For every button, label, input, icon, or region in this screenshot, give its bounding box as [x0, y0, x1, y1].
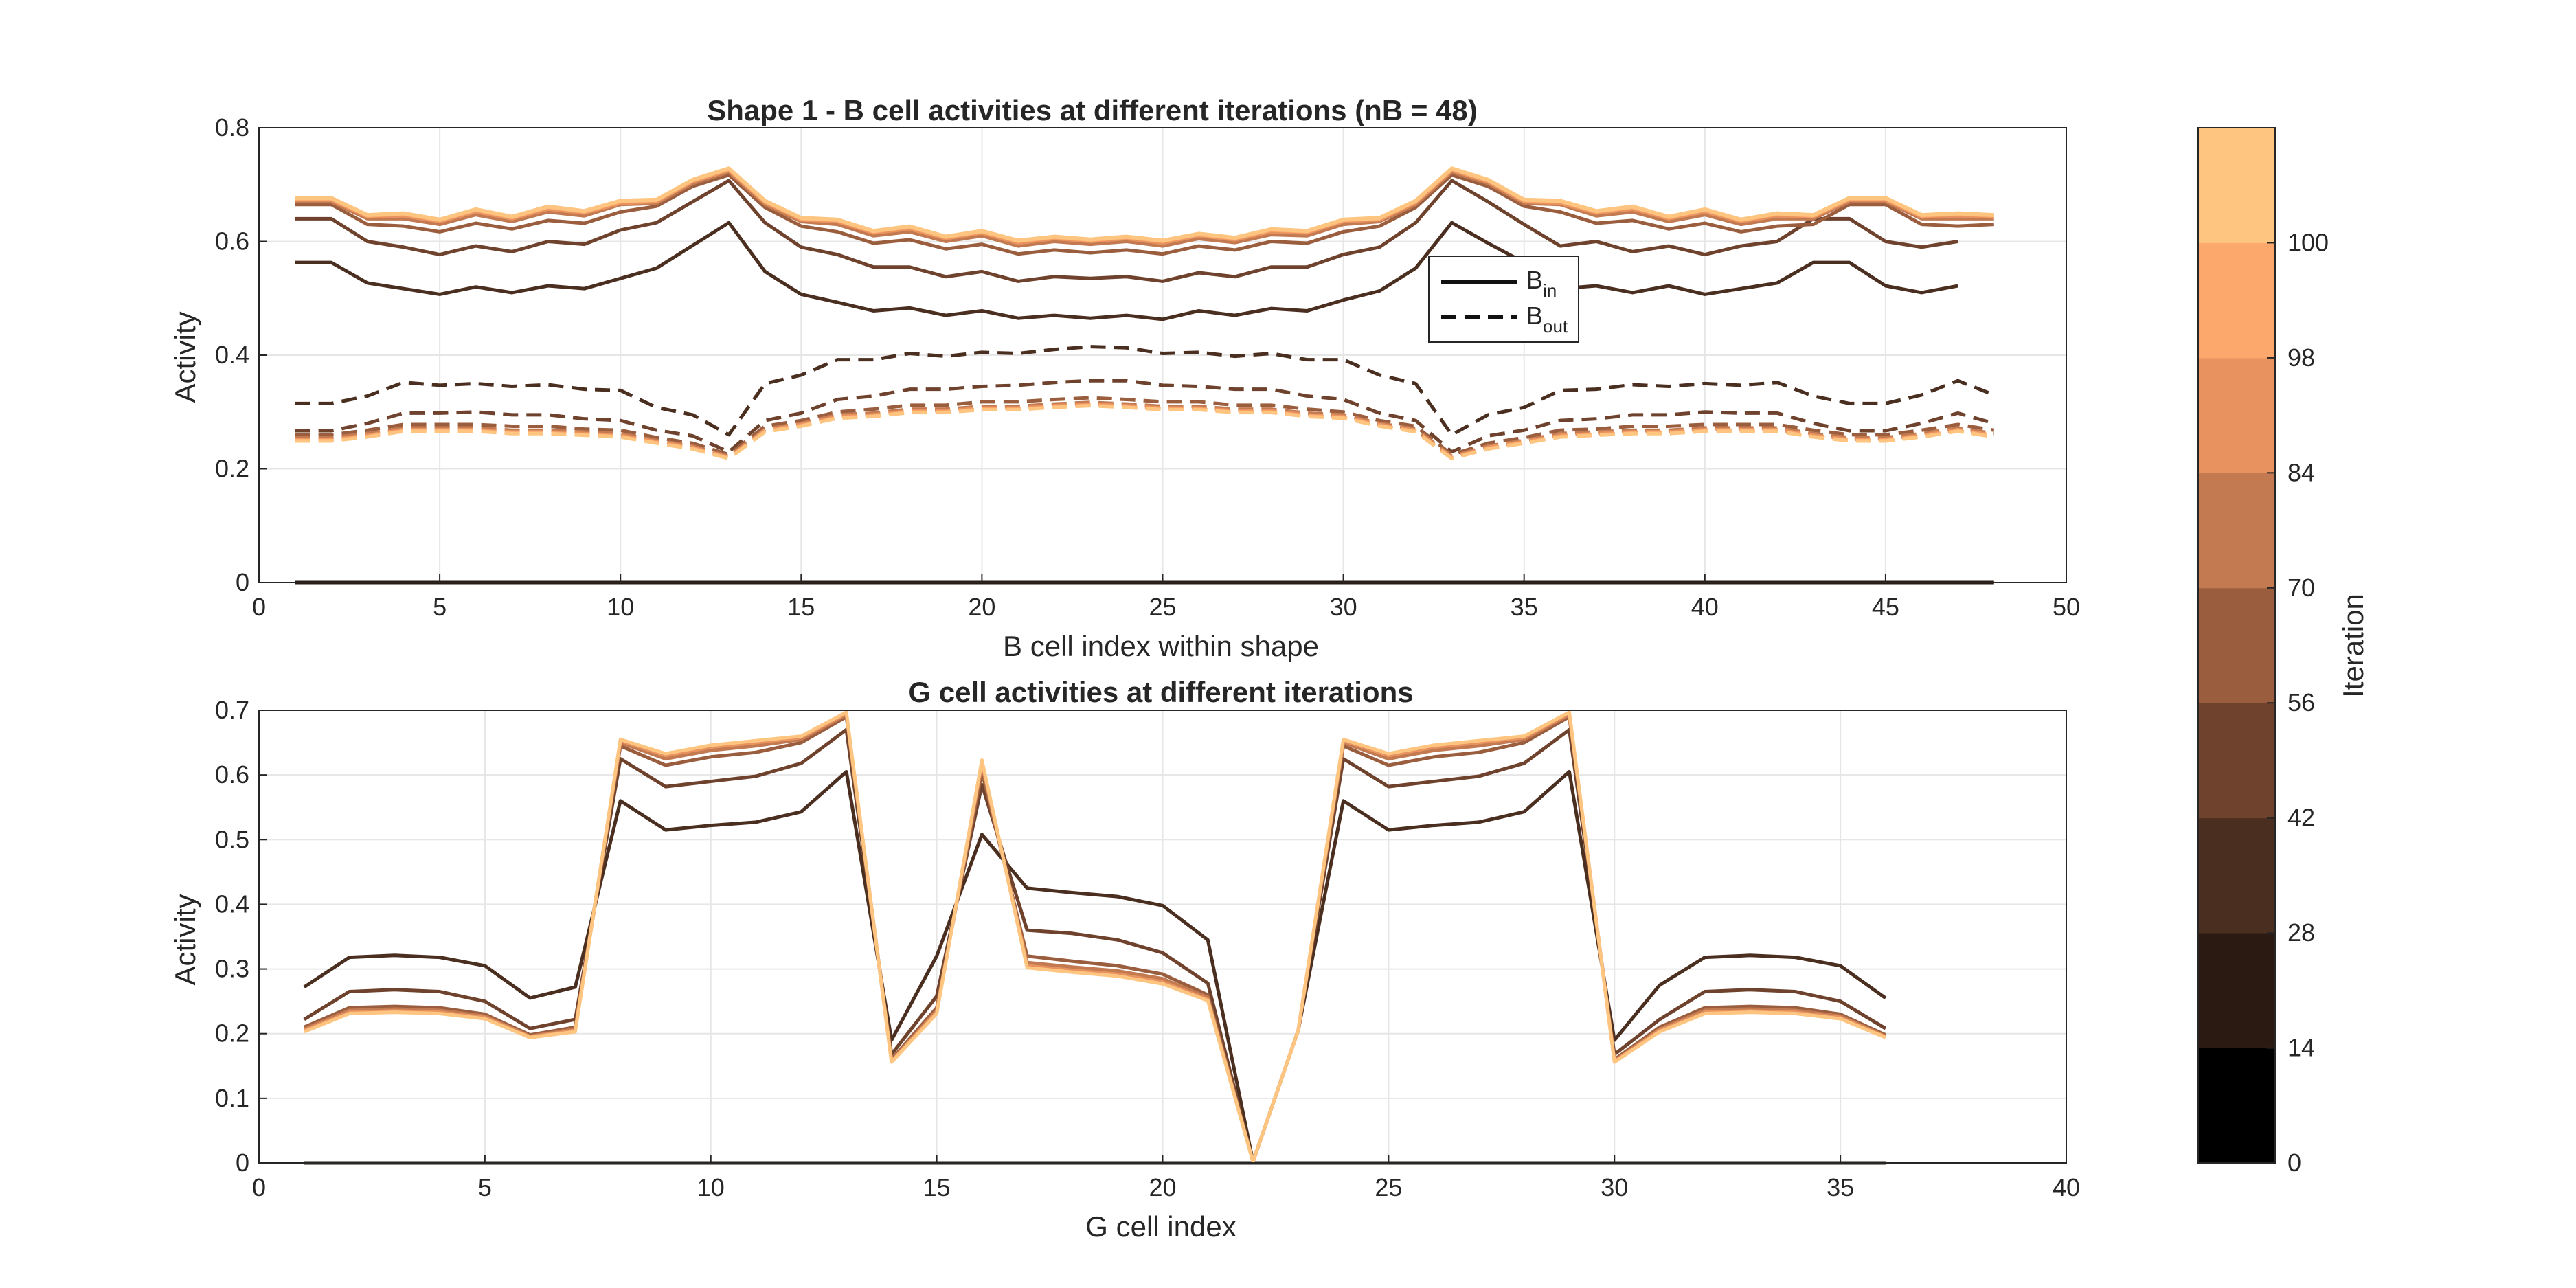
colorbar-frame [2197, 127, 2276, 1164]
g-chart-xlabel: G cell index [1085, 1210, 1236, 1243]
colorbar-block [2198, 357, 2275, 473]
x-tick-label: 40 [1691, 593, 1719, 621]
series-line-iter-42 [295, 173, 1994, 256]
y-tick-label: 0.6 [215, 227, 249, 256]
colorbar-tick-label: 100 [2287, 228, 2329, 256]
x-tick-label: 15 [787, 593, 815, 621]
colorbar-block [2198, 1048, 2275, 1164]
series-line-iter-14-out [295, 345, 1995, 437]
colorbar-block [2198, 242, 2275, 359]
colorbar-tick-label: 0 [2287, 1149, 2301, 1177]
x-tick-label: 35 [1511, 593, 1538, 621]
iteration-colorbar: 0 14 28 42 56 70 84 98 100 Iteration [2197, 127, 2369, 1177]
g-chart-title: G cell activities at different iteration… [908, 676, 1413, 708]
g-chart-axes: 0 5 10 15 20 25 30 35 40 0 0.1 0.2 0.3 0.4 0.5 0.6 0.7 [215, 696, 2080, 1201]
y-tick-label: 0.6 [215, 760, 249, 789]
colorbar-block [2198, 703, 2275, 819]
legend-b-in: Bin [1526, 266, 1557, 301]
axes-box [258, 127, 2067, 583]
x-tick-label: 20 [968, 593, 995, 621]
b-chart-xlabel: B cell index within shape [1003, 630, 1319, 662]
x-tick-label: 25 [1149, 593, 1176, 621]
x-tick-label: 40 [2053, 1173, 2080, 1201]
x-tick-label: 0 [252, 1173, 266, 1201]
series-line-iter-100 [303, 710, 1886, 1164]
series-line-iter-28 [295, 179, 1958, 283]
colorbar-tick-label: 28 [2287, 918, 2315, 947]
y-tick-label: 0.3 [215, 955, 249, 983]
x-tick-label: 30 [1330, 593, 1357, 621]
y-tick-label: 0.2 [215, 1019, 249, 1048]
series-line-iter-100-out [295, 404, 1995, 461]
axes-box [258, 710, 2067, 1164]
colorbar-tick-label: 56 [2287, 688, 2315, 716]
x-tick-label: 45 [1872, 593, 1899, 621]
colorbar-block [2198, 128, 2275, 243]
g-cell-activity-chart: 0 5 10 15 20 25 30 35 40 0 0.1 0.2 0.3 0.4 0.5 0.6 0.7 G… [169, 676, 2080, 1243]
x-tick-label: 0 [252, 593, 266, 621]
series-line-iter-100 [295, 166, 1994, 242]
b-chart-axes: 0 5 10 15 20 25 30 35 40 45 50 0 0.2 0.4 0.6 0.8 [215, 113, 2080, 621]
series-line-iter-28 [303, 727, 1887, 1164]
colorbar-tick-label: 42 [2287, 804, 2315, 832]
colorbar-block [2198, 587, 2275, 703]
y-tick-label: 0.1 [215, 1084, 249, 1112]
y-tick-label: 0.5 [215, 825, 249, 853]
colorbar-tick-label: 70 [2287, 574, 2315, 602]
x-tick-label: 10 [697, 1173, 725, 1201]
b-chart-title: Shape 1 - B cell activities at different… [707, 94, 1478, 126]
colorbar-block [2198, 933, 2275, 1049]
colorbar-tick-label: 14 [2287, 1034, 2315, 1062]
series-line-iter-14 [303, 769, 1887, 1164]
legend-b-out: Bout [1526, 302, 1568, 337]
y-tick-label: 0.4 [215, 890, 249, 918]
y-tick-label: 0.8 [215, 113, 249, 142]
x-tick-label: 50 [2053, 593, 2080, 621]
b-cell-activity-chart: 0 5 10 15 20 25 30 35 40 45 50 0 0.2 0.4 0.6 0.8 Shape … [169, 94, 2080, 662]
colorbar-ticks: 0 14 28 42 56 70 84 98 100 [2267, 228, 2329, 1177]
b-chart-legend: Bin Bout [1428, 256, 1579, 343]
series-line-iter-28-out [295, 379, 1995, 454]
g-chart-ylabel: Activity [169, 894, 201, 985]
y-tick-label: 0 [236, 568, 249, 596]
y-tick-label: 0.2 [215, 455, 249, 483]
colorbar-blocks [2197, 127, 2276, 1164]
x-tick-label: 15 [923, 1173, 951, 1201]
b-chart-ylabel: Activity [169, 311, 201, 403]
g-chart-grid [258, 710, 2067, 1164]
colorbar-tick-label: 84 [2287, 458, 2315, 486]
series-line-iter-14 [295, 221, 1958, 321]
x-tick-label: 20 [1149, 1173, 1176, 1201]
x-tick-label: 5 [433, 593, 447, 621]
x-tick-label: 25 [1375, 1173, 1402, 1201]
y-tick-label: 0 [236, 1149, 249, 1177]
x-tick-label: 10 [607, 593, 634, 621]
colorbar-tick-label: 98 [2287, 343, 2315, 372]
series-line-iter-42-out [295, 396, 1995, 457]
x-tick-label: 30 [1601, 1173, 1628, 1201]
colorbar-block [2198, 817, 2275, 934]
series-line-iter-56 [295, 170, 1994, 248]
x-tick-label: 35 [1827, 1173, 1854, 1201]
y-tick-label: 0.4 [215, 341, 249, 369]
colorbar-block [2198, 473, 2275, 589]
y-tick-label: 0.7 [215, 696, 249, 724]
colorbar-label: Iteration [2337, 594, 2369, 698]
x-tick-label: 5 [478, 1173, 492, 1201]
